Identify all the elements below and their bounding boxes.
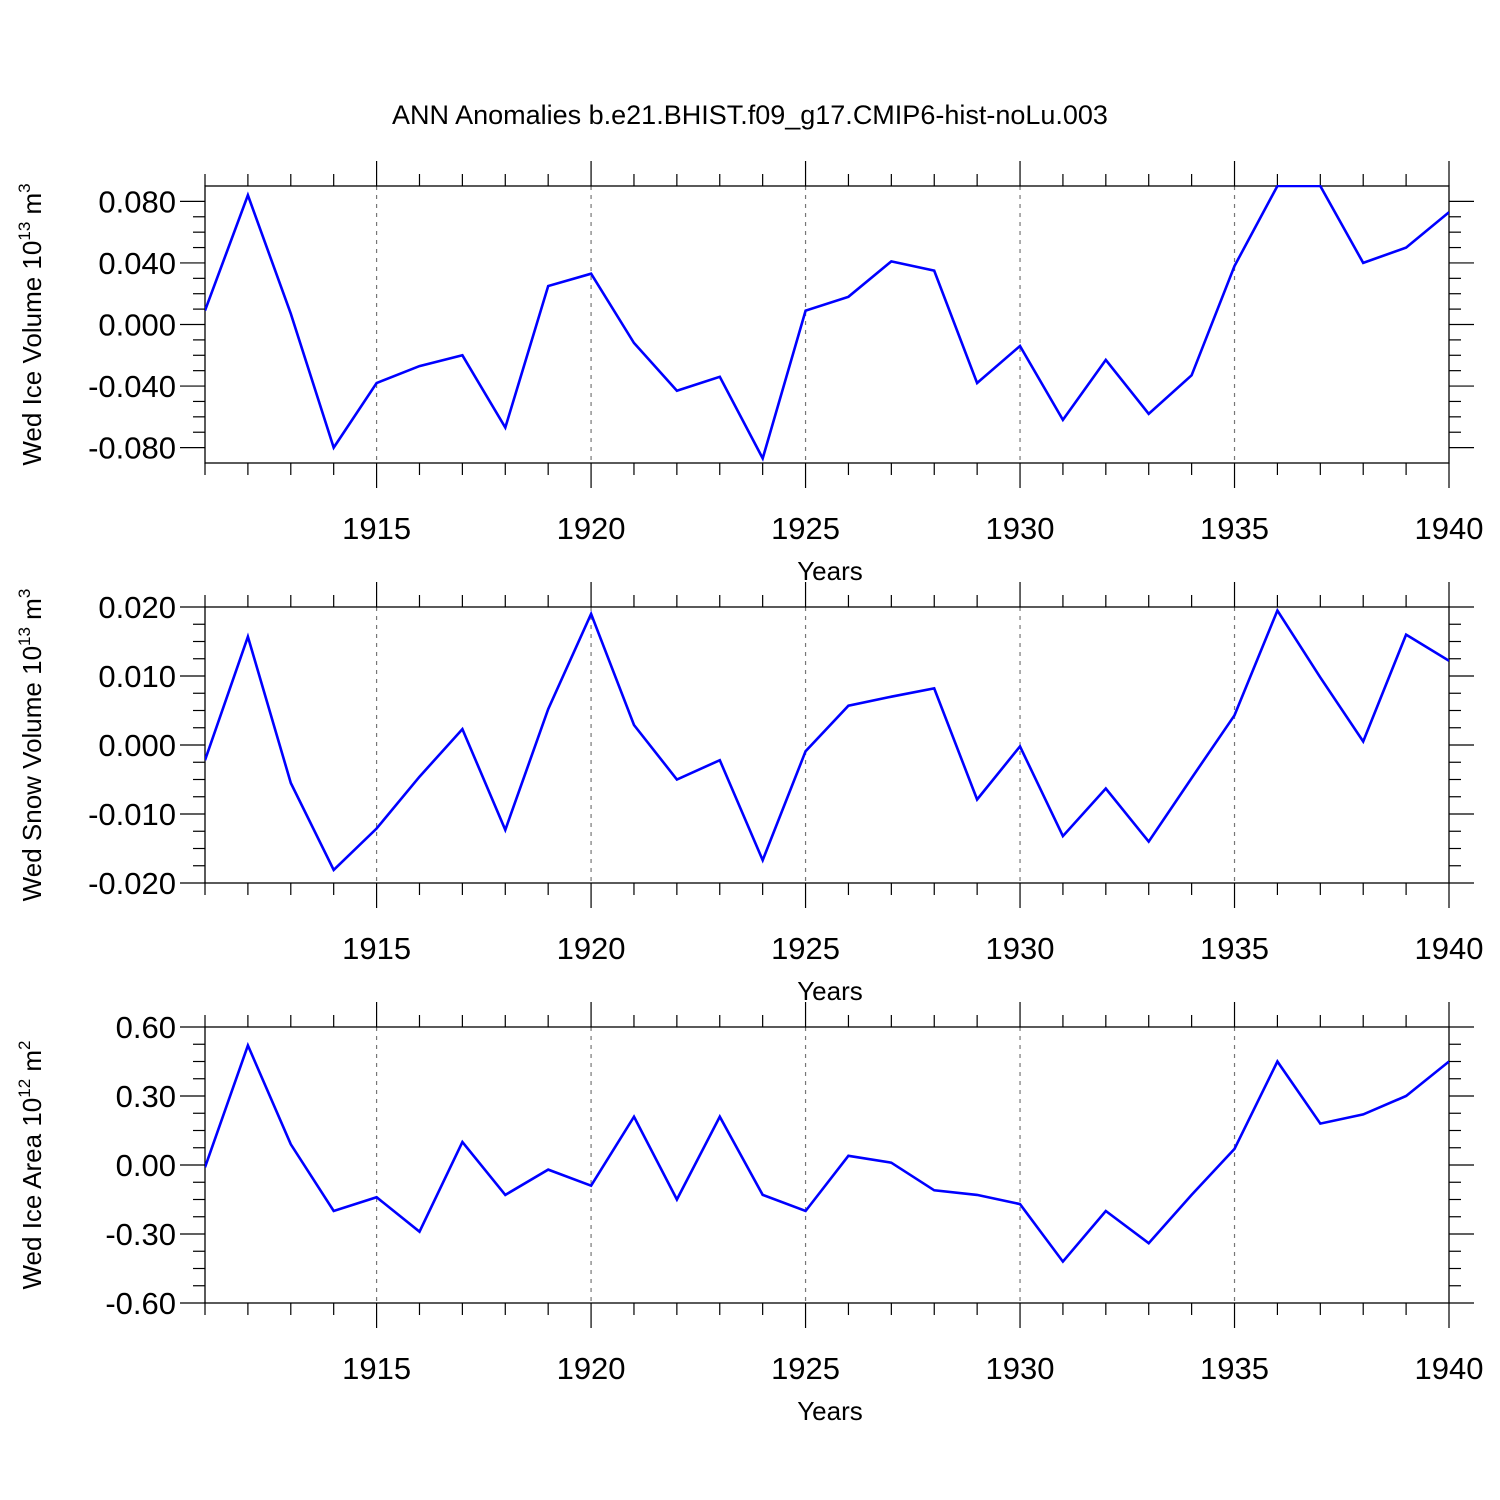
y-tick-label: 0.040 (98, 246, 176, 281)
y-tick-label: -0.080 (88, 431, 176, 466)
x-axis-label: Years (797, 556, 863, 586)
x-tick-label: 1940 (1415, 931, 1484, 966)
y-tick-label: -0.020 (88, 866, 176, 901)
y-axis-label-text: Wed Ice Volume 10 (17, 241, 47, 466)
y-tick-label: 0.010 (98, 659, 176, 694)
x-tick-label: 1925 (771, 931, 840, 966)
y-axis-label-unit-exponent: 3 (15, 589, 34, 598)
y-tick-label: -0.30 (105, 1217, 176, 1252)
x-tick-label: 1930 (986, 1351, 1055, 1386)
y-axis-label-unit: m (17, 193, 47, 222)
y-tick-label: 0.60 (116, 1010, 176, 1045)
x-tick-label: 1915 (342, 931, 411, 966)
plot-frame (204, 1026, 1450, 1304)
y-tick-label: 0.020 (98, 590, 176, 625)
panel-snow-volume: -0.020 -0.010 0.000 0.010 0.020 1915 1920 1925 1… (15, 582, 1483, 1006)
y-axis-label-exponent: 12 (15, 1079, 34, 1098)
x-tick-label: 1930 (986, 511, 1055, 546)
y-tick-label: -0.60 (105, 1286, 176, 1321)
y-axis-label-exponent: 13 (15, 222, 34, 241)
x-tick-label: 1935 (1200, 511, 1269, 546)
y-tick-label: 0.080 (98, 184, 176, 219)
y-tick-label: 0.00 (116, 1148, 176, 1183)
x-tick-label: 1935 (1200, 1351, 1269, 1386)
x-tick-label: 1925 (771, 511, 840, 546)
y-tick-label: -0.010 (88, 797, 176, 832)
y-axis-label-unit-exponent: 2 (15, 1040, 34, 1049)
x-tick-label: 1940 (1415, 511, 1484, 546)
panel-ice-area: -0.60 -0.30 0.00 0.30 0.60 1915 1920 1925 1930 19… (15, 1002, 1483, 1426)
x-tick-label: 1920 (557, 931, 626, 966)
x-tick-label: 1940 (1415, 1351, 1484, 1386)
panel-ice-volume: -0.080 -0.040 0.000 0.040 0.080 1915 1920 1925 1… (15, 161, 1483, 586)
x-tick-label: 1915 (342, 511, 411, 546)
x-tick-label: 1930 (986, 931, 1055, 966)
x-axis-label: Years (797, 976, 863, 1006)
y-axis-label: Wed Ice Area 1012 m2 (15, 1040, 47, 1289)
y-tick-label: 0.000 (98, 728, 176, 763)
x-tick-label: 1920 (557, 1351, 626, 1386)
x-tick-label: 1920 (557, 511, 626, 546)
plot-frame (204, 185, 1450, 464)
x-tick-label: 1925 (771, 1351, 840, 1386)
y-axis-label-text: Wed Snow Volume 10 (17, 646, 47, 901)
y-axis-label-text: Wed Ice Area 10 (17, 1098, 47, 1290)
data-series-line (205, 607, 1449, 873)
y-axis-label-unit: m (17, 1050, 47, 1079)
data-series-line (205, 1041, 1449, 1264)
y-tick-label: 0.30 (116, 1079, 176, 1114)
y-axis-label-exponent: 13 (15, 627, 34, 646)
x-tick-label: 1915 (342, 1351, 411, 1386)
x-axis-label: Years (797, 1396, 863, 1426)
y-tick-label: 0.000 (98, 308, 176, 343)
figure-title: ANN Anomalies b.e21.BHIST.f09_g17.CMIP6-… (392, 100, 1108, 130)
y-tick-label: -0.040 (88, 369, 176, 404)
data-series-line (205, 185, 1449, 462)
y-axis-label: Wed Snow Volume 1013 m3 (15, 589, 47, 902)
y-axis-label: Wed Ice Volume 1013 m3 (15, 183, 47, 465)
y-axis-label-unit-exponent: 3 (15, 183, 34, 192)
y-axis-label-unit: m (17, 598, 47, 627)
x-tick-label: 1935 (1200, 931, 1269, 966)
